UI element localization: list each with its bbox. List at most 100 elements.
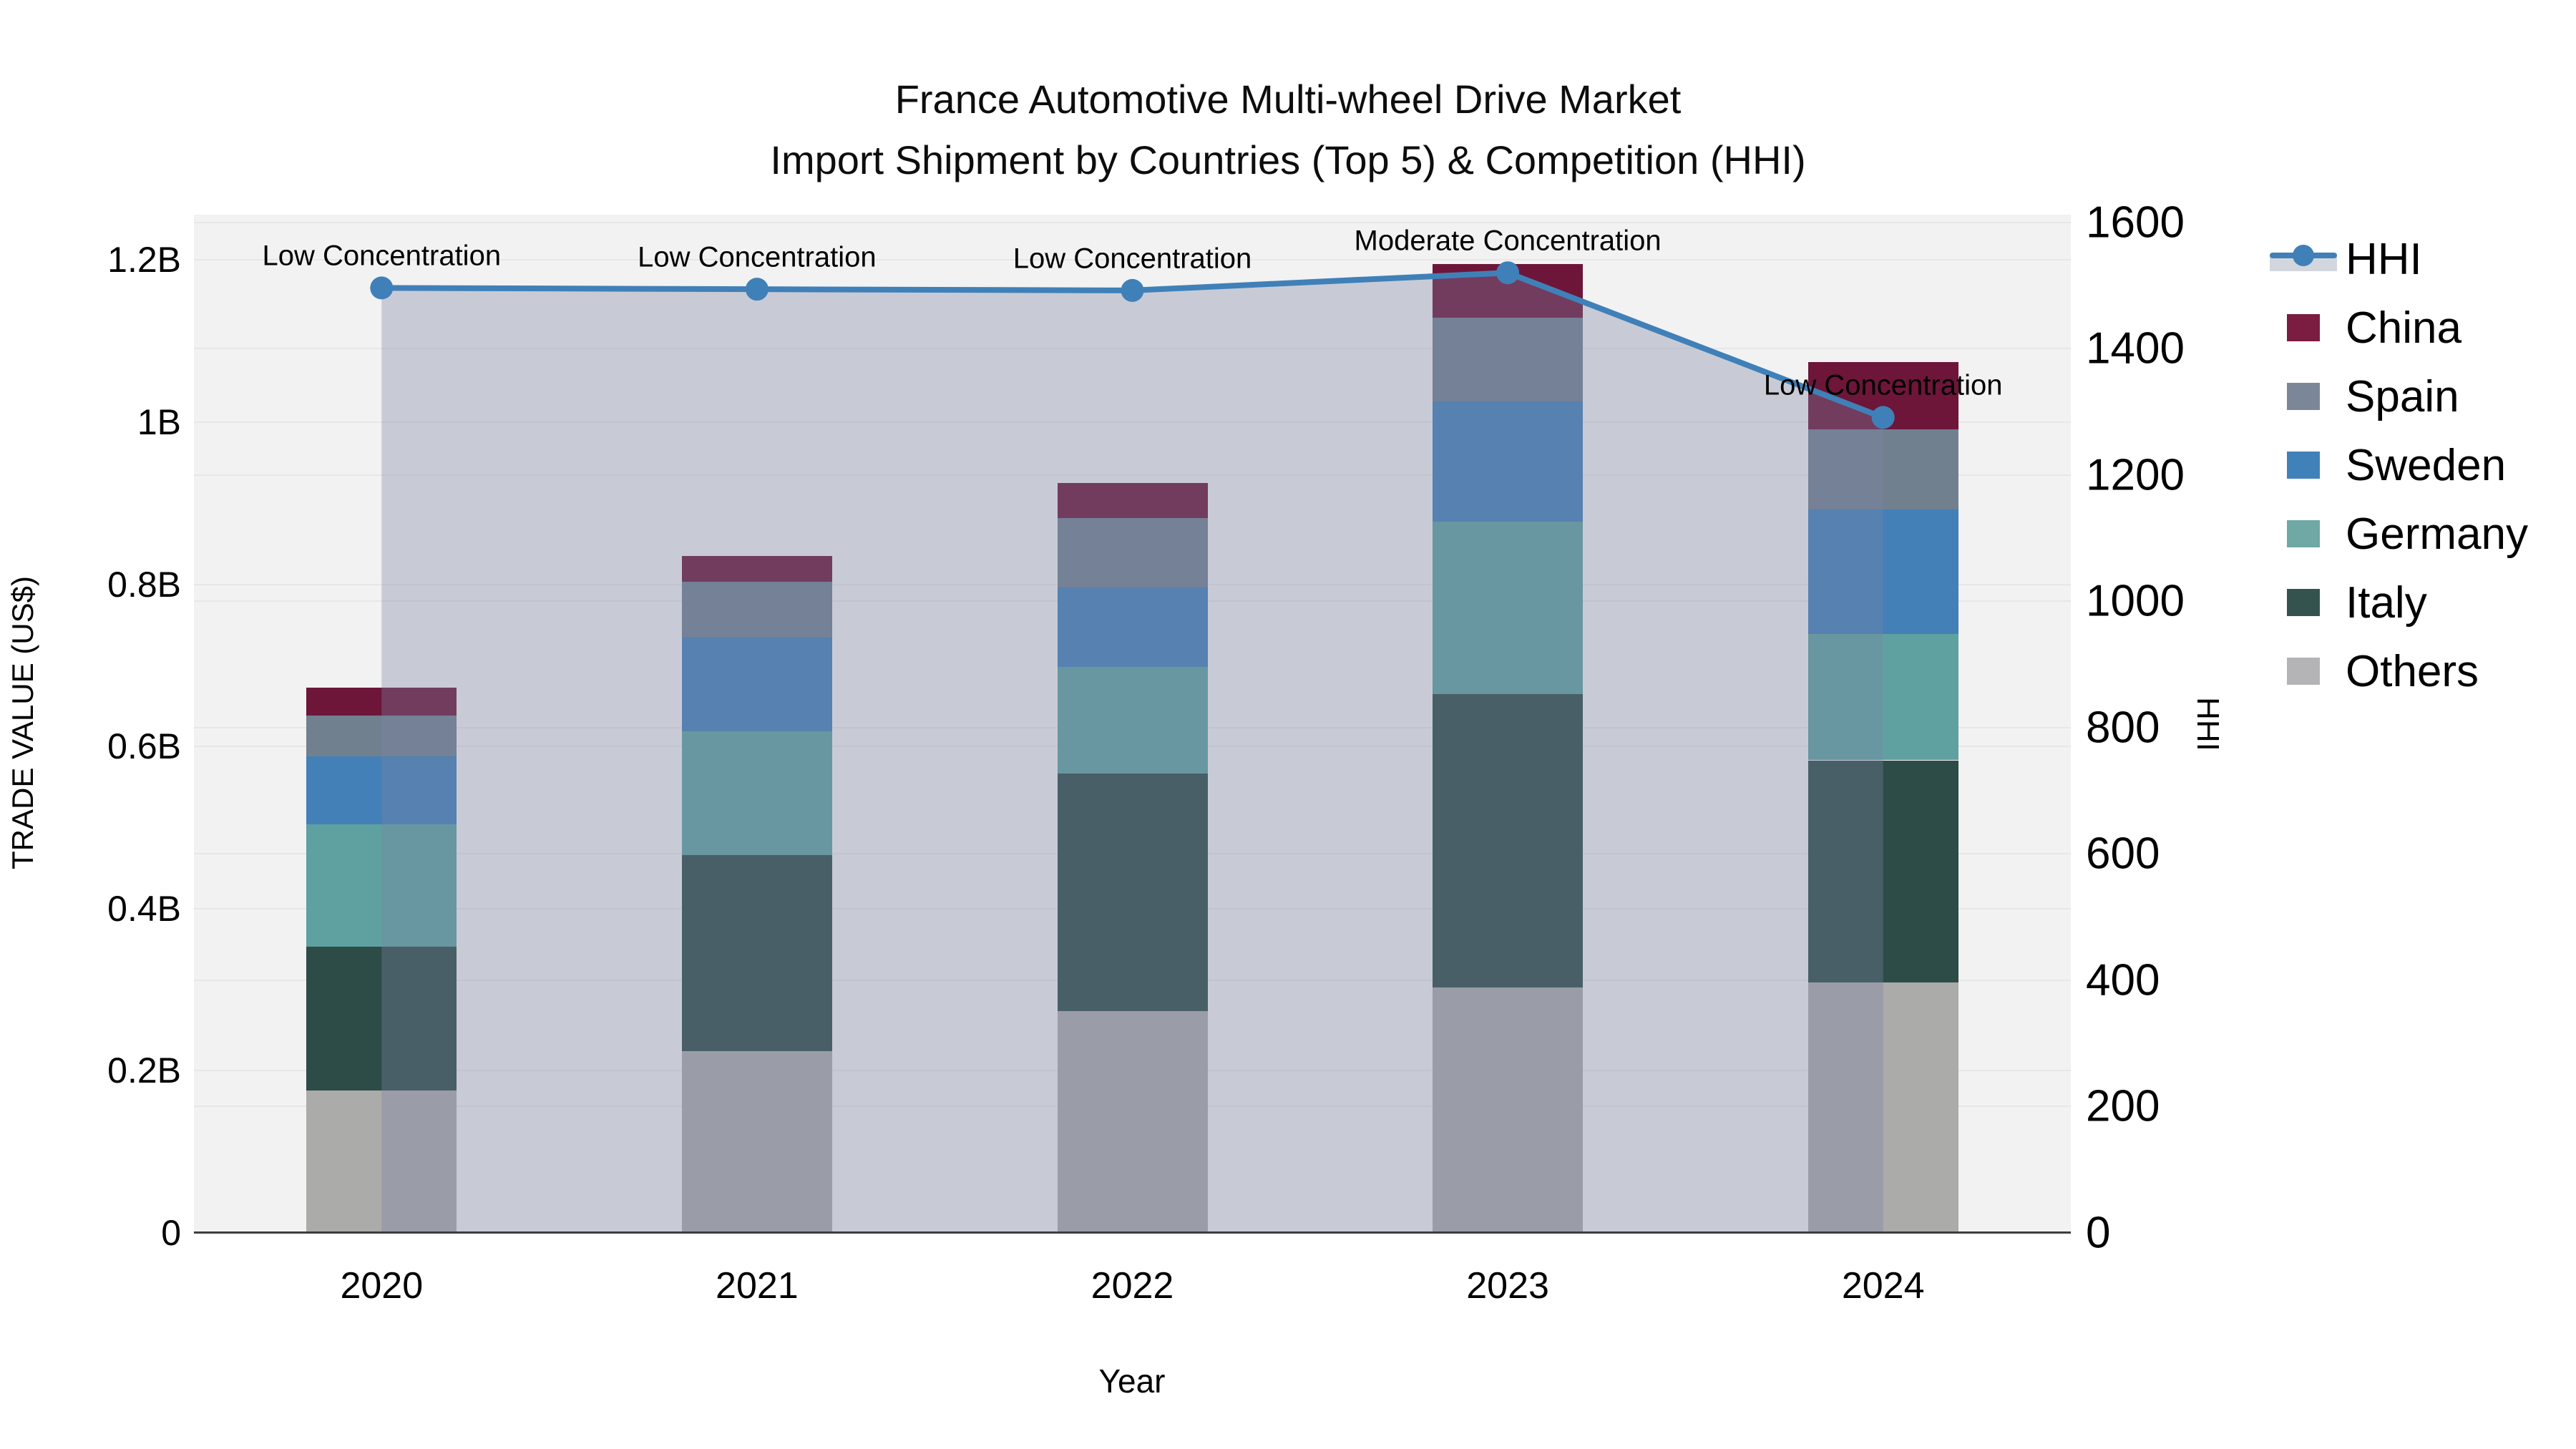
legend-swatch-germany <box>2287 520 2320 547</box>
bar-segment-italy-2022[interactable] <box>1057 773 1208 1011</box>
left-tick-1B: 1B <box>137 402 181 443</box>
left-tick-0.8B: 0.8B <box>107 564 181 605</box>
bar-segment-sweden-2024[interactable] <box>1807 509 1958 634</box>
right-tick-1600: 1600 <box>2086 197 2185 248</box>
bar-segment-spain-2024[interactable] <box>1807 429 1958 510</box>
gridline <box>194 474 2071 476</box>
bar-segment-others-2022[interactable] <box>1057 1010 1208 1233</box>
bar-segment-italy-2020[interactable] <box>306 947 457 1091</box>
x-axis-title: Year <box>1098 1362 1166 1400</box>
right-tick-600: 600 <box>2086 829 2160 879</box>
gridline <box>194 348 2071 350</box>
legend-swatch-spain <box>2287 383 2320 410</box>
right-tick-400: 400 <box>2086 955 2160 1005</box>
bar-segment-china-2020[interactable] <box>306 687 457 716</box>
bar-segment-china-2021[interactable] <box>681 555 832 582</box>
bar-segment-spain-2022[interactable] <box>1057 517 1208 588</box>
right-tick-800: 800 <box>2086 703 2160 753</box>
legend-label-spain: Spain <box>2346 371 2459 421</box>
hhi-marker-2021[interactable] <box>745 278 769 301</box>
bar-segment-italy-2023[interactable] <box>1433 693 1584 987</box>
x-tick-2020: 2020 <box>340 1265 424 1307</box>
legend-swatch-italy <box>2287 589 2320 616</box>
bar-segment-germany-2020[interactable] <box>306 824 457 947</box>
bar-segment-spain-2023[interactable] <box>1433 317 1584 401</box>
gridline <box>194 421 2071 424</box>
gridline <box>194 259 2071 261</box>
chart-title: France Automotive Multi-wheel Drive Mark… <box>0 69 2576 190</box>
stacked-bar-2022 <box>1057 483 1208 1233</box>
annotation-2022: Low Concentration <box>1013 243 1252 275</box>
bar-segment-sweden-2020[interactable] <box>306 756 457 824</box>
legend-item-spain[interactable]: Spain <box>2263 362 2528 431</box>
bar-segment-italy-2021[interactable] <box>681 855 832 1052</box>
stacked-bar-2024 <box>1807 362 1958 1233</box>
left-tick-1.2B: 1.2B <box>107 240 181 280</box>
bar-segment-sweden-2022[interactable] <box>1057 587 1208 668</box>
bar-segment-sweden-2023[interactable] <box>1433 401 1584 522</box>
left-tick-0: 0 <box>161 1213 181 1253</box>
hhi-marker-2022[interactable] <box>1121 278 1144 302</box>
legend-item-germany[interactable]: Germany <box>2263 499 2528 568</box>
legend-swatch-china <box>2287 314 2320 341</box>
annotation-2023: Moderate Concentration <box>1354 225 1662 257</box>
legend-label-hhi: HHI <box>2346 234 2422 284</box>
annotation-2020: Low Concentration <box>262 240 502 272</box>
bar-segment-germany-2024[interactable] <box>1807 633 1958 761</box>
chart-title-line1: France Automotive Multi-wheel Drive Mark… <box>894 77 1682 122</box>
legend-label-others: Others <box>2346 646 2479 696</box>
legend-item-china[interactable]: China <box>2263 293 2528 362</box>
legend-label-germany: Germany <box>2346 509 2528 559</box>
annotation-2024: Low Concentration <box>1763 369 2003 401</box>
stacked-bar-2021 <box>681 555 832 1233</box>
bar-segment-spain-2020[interactable] <box>306 716 457 756</box>
bar-segment-others-2023[interactable] <box>1433 987 1584 1233</box>
left-axis-title: TRADE VALUE (US$) <box>6 576 39 869</box>
right-axis-title: HHI <box>2190 697 2225 751</box>
legend-item-hhi[interactable]: HHI <box>2263 225 2528 293</box>
x-tick-2021: 2021 <box>716 1265 799 1307</box>
plot-area: Low Concentration Low Concentration Low Co… <box>194 215 2071 1233</box>
right-tick-1200: 1200 <box>2086 450 2185 500</box>
legend: HHI China Spain Sweden Germany Italy Others <box>2263 225 2528 706</box>
x-tick-2024: 2024 <box>1841 1265 1925 1307</box>
left-tick-0.2B: 0.2B <box>107 1050 181 1091</box>
left-tick-0.4B: 0.4B <box>107 888 181 929</box>
legend-item-others[interactable]: Others <box>2263 637 2528 706</box>
legend-label-china: China <box>2346 303 2462 353</box>
bar-segment-others-2024[interactable] <box>1807 982 1958 1233</box>
bar-segment-others-2020[interactable] <box>306 1090 457 1233</box>
hhi-marker-2024[interactable] <box>1871 406 1895 429</box>
bar-segment-germany-2022[interactable] <box>1057 667 1208 774</box>
chart-title-line2: Import Shipment by Countries (Top 5) & C… <box>770 137 1806 183</box>
legend-label-italy: Italy <box>2346 577 2427 628</box>
hhi-marker-2020[interactable] <box>370 276 394 300</box>
stacked-bar-2020 <box>306 687 457 1233</box>
hhi-marker-2023[interactable] <box>1496 261 1520 285</box>
bar-segment-china-2022[interactable] <box>1057 483 1208 518</box>
legend-swatch-sweden <box>2287 452 2320 479</box>
x-tick-2022: 2022 <box>1091 1265 1174 1307</box>
legend-label-sweden: Sweden <box>2346 440 2507 490</box>
right-tick-0: 0 <box>2086 1208 2111 1258</box>
bar-segment-italy-2024[interactable] <box>1807 760 1958 982</box>
right-tick-1400: 1400 <box>2086 323 2185 374</box>
gridline <box>194 221 2071 223</box>
bar-segment-spain-2021[interactable] <box>681 582 832 638</box>
stacked-bar-2023 <box>1433 264 1584 1233</box>
bar-segment-sweden-2021[interactable] <box>681 638 832 731</box>
bar-segment-germany-2023[interactable] <box>1433 522 1584 694</box>
legend-item-italy[interactable]: Italy <box>2263 568 2528 637</box>
x-tick-2023: 2023 <box>1466 1265 1549 1307</box>
bar-segment-germany-2021[interactable] <box>681 731 832 856</box>
x-axis-line <box>194 1231 2071 1234</box>
right-tick-1000: 1000 <box>2086 576 2185 626</box>
right-tick-200: 200 <box>2086 1081 2160 1131</box>
annotation-2021: Low Concentration <box>638 241 877 273</box>
left-tick-0.6B: 0.6B <box>107 726 181 767</box>
legend-swatch-others <box>2287 658 2320 685</box>
hhi-line-swatch-icon <box>2270 245 2337 271</box>
legend-item-sweden[interactable]: Sweden <box>2263 431 2528 499</box>
bar-segment-others-2021[interactable] <box>681 1051 832 1233</box>
